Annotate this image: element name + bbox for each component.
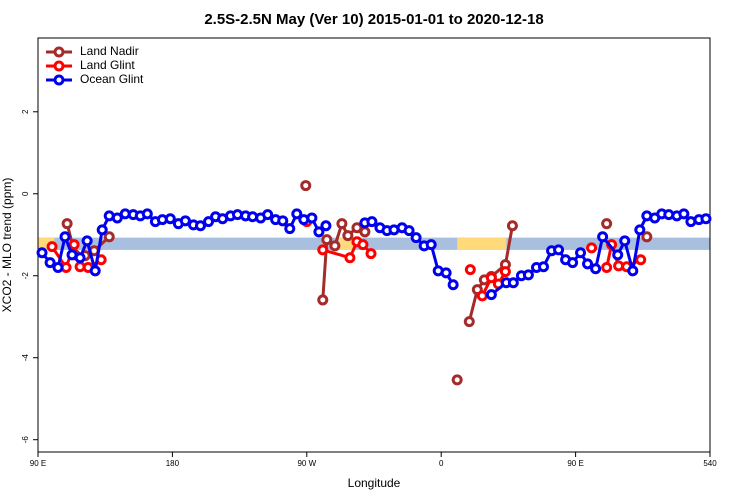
x-tick-label: 540 [703,459,717,468]
data-point [321,234,333,246]
x-tick-label: 90 E [567,459,583,468]
data-point [612,249,624,261]
data-point [537,261,549,273]
data-point [678,208,690,220]
data-point [74,252,86,264]
reference-band [38,237,710,250]
legend-label: Ocean Glint [80,72,144,86]
data-point [582,258,594,270]
y-tick-label: -2 [21,272,30,280]
data-point [451,374,463,386]
data-point [366,216,378,228]
data-point [586,242,598,254]
data-point [507,277,519,289]
data-point [351,222,363,234]
data-point [590,263,602,275]
x-tick-label: 90 W [297,459,316,468]
data-point [342,230,354,242]
data-point [634,224,646,236]
data-point [44,257,56,269]
data-point [463,316,475,328]
data-point [641,231,653,243]
data-point [103,231,115,243]
data-point [619,235,631,247]
legend-marker [53,60,65,72]
data-point [317,294,329,306]
data-point [567,257,579,269]
y-tick-label: -6 [21,436,30,444]
data-point [329,240,341,252]
data-point [601,262,613,274]
y-tick-label: 2 [21,109,30,114]
data-point [359,226,371,238]
data-point [320,220,332,232]
data-point [141,208,153,220]
data-point [89,265,101,277]
legend-label: Land Nadir [80,44,139,58]
data-point [410,232,422,244]
data-point [506,220,518,232]
data-point [485,289,497,301]
y-tick-label: -4 [21,354,30,362]
data-point [59,231,71,243]
data-point [291,208,303,220]
data-point [164,213,176,225]
legend-label: Land Glint [80,58,135,72]
data-point [313,226,325,238]
data-point [317,244,329,256]
x-tick-label: 0 [439,459,444,468]
data-point [522,269,534,281]
data-point [476,290,488,302]
data-point [262,209,274,221]
data-point [111,212,123,224]
data-point [403,225,415,237]
data-point [344,252,356,264]
data-point [52,262,64,274]
data-point [277,215,289,227]
band-highlight [457,237,507,250]
plot-frame [37,37,711,453]
data-point [575,247,587,259]
data-point [357,239,369,251]
data-point [284,223,296,235]
data-point [425,239,437,251]
data-point [68,239,80,251]
chart-title: 2.5S-2.5N May (Ver 10) 2015-01-01 to 202… [204,11,543,28]
y-axis-label: XCO2 - MLO trend (ppm) [0,178,14,313]
data-point [179,215,191,227]
data-point [553,244,565,256]
data-point [96,224,108,236]
data-point [300,180,312,192]
data-point [499,266,511,278]
data-point [365,248,377,260]
data-point [440,267,452,279]
data-point [46,241,58,253]
data-point [635,254,647,266]
data-point [36,247,48,259]
data-point [203,216,215,228]
data-point [464,264,476,276]
data-point [447,279,459,291]
legend-marker [53,74,65,86]
data-point [61,218,73,230]
legend-marker [53,46,65,58]
data-point [194,220,206,232]
data-point [700,213,712,225]
data-point [81,235,93,247]
x-tick-label: 90 E [30,459,46,468]
y-tick-label: 0 [21,191,30,196]
data-point [627,265,639,277]
data-point [485,272,497,284]
data-point [597,231,609,243]
data-point [336,218,348,230]
x-axis-label: Longitude [348,476,401,490]
x-tick-label: 180 [166,459,180,468]
data-point [601,218,613,230]
data-point [306,212,318,224]
